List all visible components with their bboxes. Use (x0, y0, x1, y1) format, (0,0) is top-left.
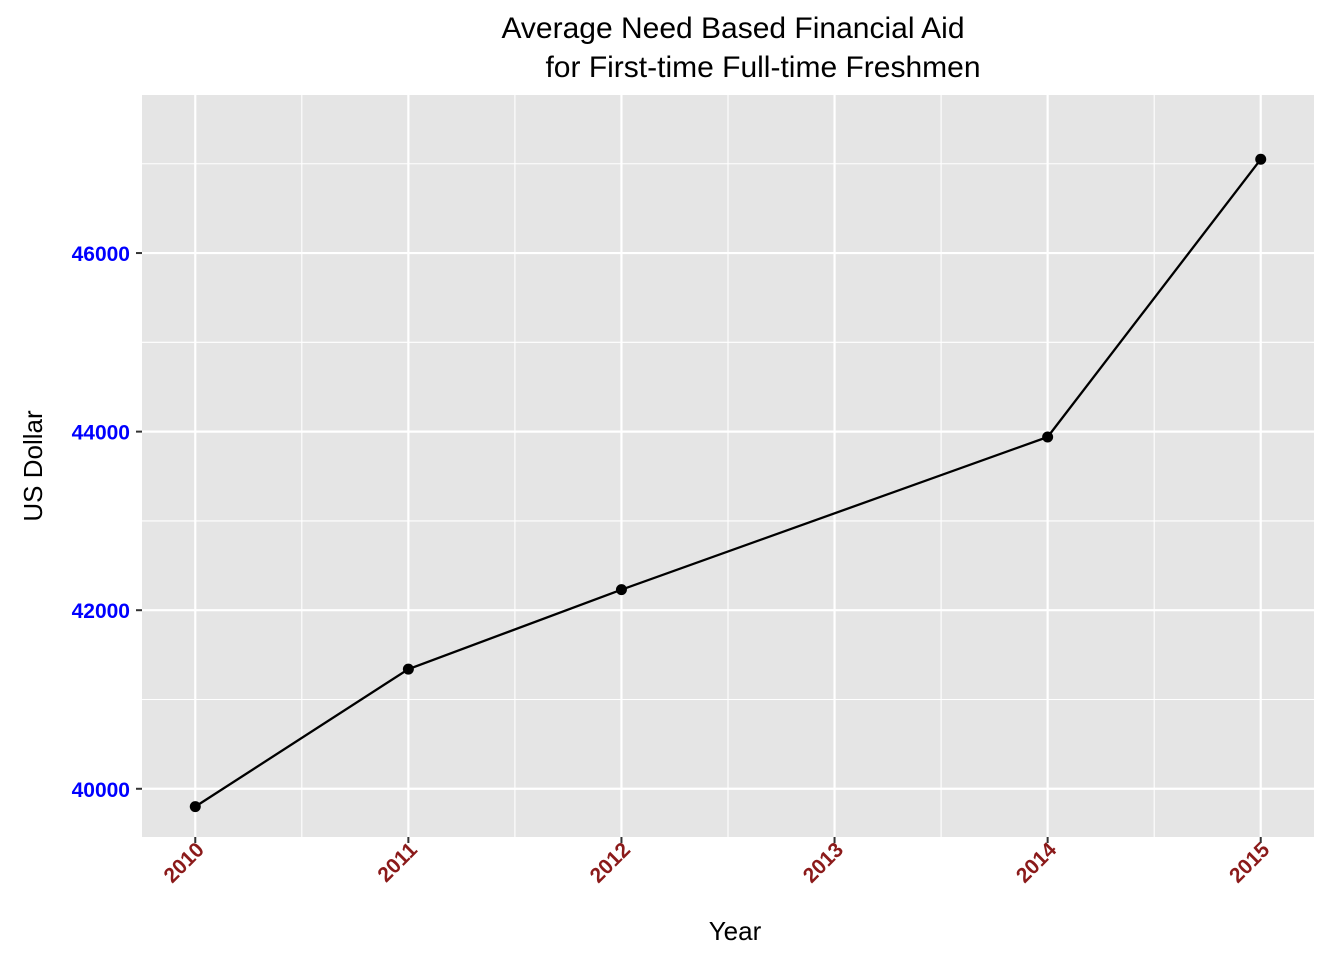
data-points (189, 153, 1267, 813)
x-tick-label: 2014 (1012, 838, 1062, 888)
major-gridlines (142, 95, 1314, 837)
y-tick-label: 40000 (72, 779, 130, 802)
chart-title-line-2: for First-time Full-time Freshmen (545, 51, 980, 84)
data-point (1255, 153, 1267, 165)
x-tick-label: 2013 (799, 838, 848, 887)
x-tick-label: 2011 (373, 838, 422, 887)
minor-gridlines (142, 95, 1314, 837)
data-point (189, 801, 201, 813)
x-tick-label: 2015 (1225, 838, 1275, 888)
data-point (402, 663, 414, 675)
chart-title-line-1: Average Need Based Financial Aid (501, 12, 964, 45)
data-point (615, 584, 627, 596)
y-tick-label: 42000 (72, 600, 130, 623)
x-tick-label: 2012 (586, 838, 635, 887)
y-axis-ticks: 40000 42000 44000 46000 (72, 243, 142, 802)
x-tick-label: 2010 (160, 838, 209, 887)
data-point (1042, 431, 1054, 443)
x-axis-title: Year (709, 916, 762, 946)
y-axis-title: US Dollar (18, 410, 48, 522)
y-tick-label: 44000 (72, 422, 130, 445)
x-axis-ticks: 2010 2011 2012 2013 2014 2015 (160, 837, 1275, 888)
y-tick-label: 46000 (72, 243, 130, 266)
